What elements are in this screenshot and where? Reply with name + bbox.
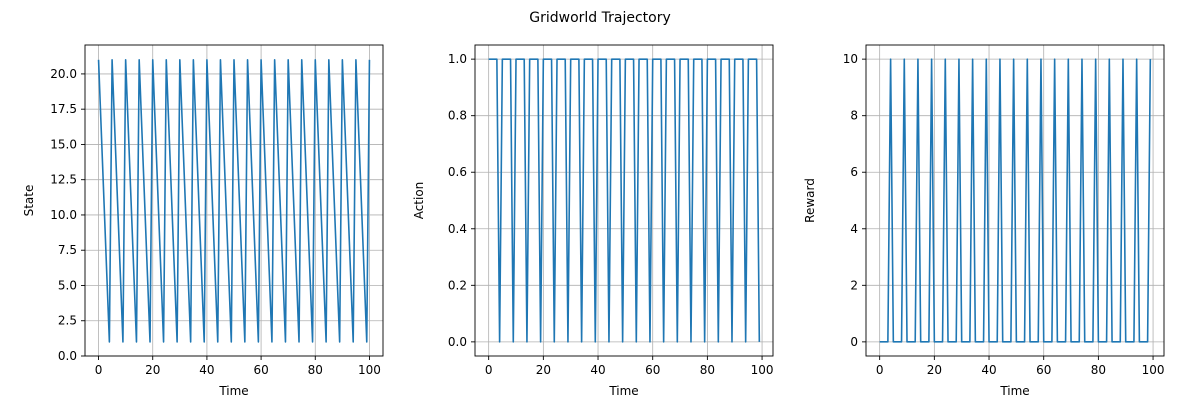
x-tick-label: 80 [308,363,323,377]
y-axis-label: Reward [803,178,817,223]
x-tick-label: 80 [700,363,715,377]
x-tick-label: 40 [590,363,605,377]
y-tick-label: 7.5 [58,243,77,257]
y-axis-label: State [22,185,36,217]
x-tick-label: 40 [981,363,996,377]
y-tick-label: 17.5 [50,102,77,116]
x-axis-label: Time [218,384,248,398]
y-tick-label: 6 [850,165,858,179]
figure-title: Gridworld Trajectory [529,10,671,26]
y-tick-label: 1.0 [448,52,467,66]
y-tick-label: 0.0 [58,349,77,363]
series-line [879,58,1152,343]
x-tick-label: 60 [1036,363,1051,377]
y-tick-label: 10 [843,52,858,66]
y-tick-label: 5.0 [58,278,77,292]
subplots: 0 20 40 60 80 1000.02.55.07.510.012.515.017.5… [22,44,1165,398]
x-tick-label: 100 [358,363,381,377]
y-tick-label: 8 [850,109,858,123]
y-tick-label: 2.5 [58,314,77,328]
subplot-state: 0 20 40 60 80 100 0.0 2.5 5.0 7.5 10.0 12.5 15.0 17.5… [22,44,384,398]
axes-frame [865,44,1165,357]
x-tick-label: 0 [485,363,493,377]
y-tick-label: 0.0 [448,335,467,349]
y-axis-label: Action [412,182,426,220]
x-axis-label: Time [608,384,638,398]
y-tick-label: 0.8 [448,109,467,123]
series-line [488,58,761,343]
y-tick-label: 10.0 [50,208,77,222]
y-tick-label: 0.6 [448,165,467,179]
x-tick-label: 20 [145,363,160,377]
x-tick-label: 60 [253,363,268,377]
y-tick-label: 2 [850,278,858,292]
x-tick-label: 40 [199,363,214,377]
axes-frame [474,44,774,357]
x-tick-label: 100 [1142,363,1165,377]
subplot-action: 0 20 40 60 80 100 0.0 0.2 0.4 0.6 0.8 1.0 Time Action [412,44,774,398]
x-tick-label: 80 [1091,363,1106,377]
x-tick-label: 20 [536,363,551,377]
y-tick-label: 0 [850,335,858,349]
subplot-reward: 0 20 40 60 80 100 0 2 4 6 8 10 Time Reward [803,44,1165,398]
x-tick-label: 20 [927,363,942,377]
y-tick-label: 4 [850,222,858,236]
x-axis-label: Time [999,384,1029,398]
x-tick-label: 100 [751,363,774,377]
series-line [97,59,371,343]
x-tick-label: 0 [95,363,103,377]
x-tick-label: 60 [645,363,660,377]
y-tick-label: 15.0 [50,137,77,151]
axes-frame [84,44,384,357]
y-tick-label: 0.4 [448,222,467,236]
y-tick-label: 20.0 [50,67,77,81]
y-tick-label: 0.2 [448,278,467,292]
x-tick-label: 0 [876,363,884,377]
y-tick-label: 12.5 [50,173,77,187]
